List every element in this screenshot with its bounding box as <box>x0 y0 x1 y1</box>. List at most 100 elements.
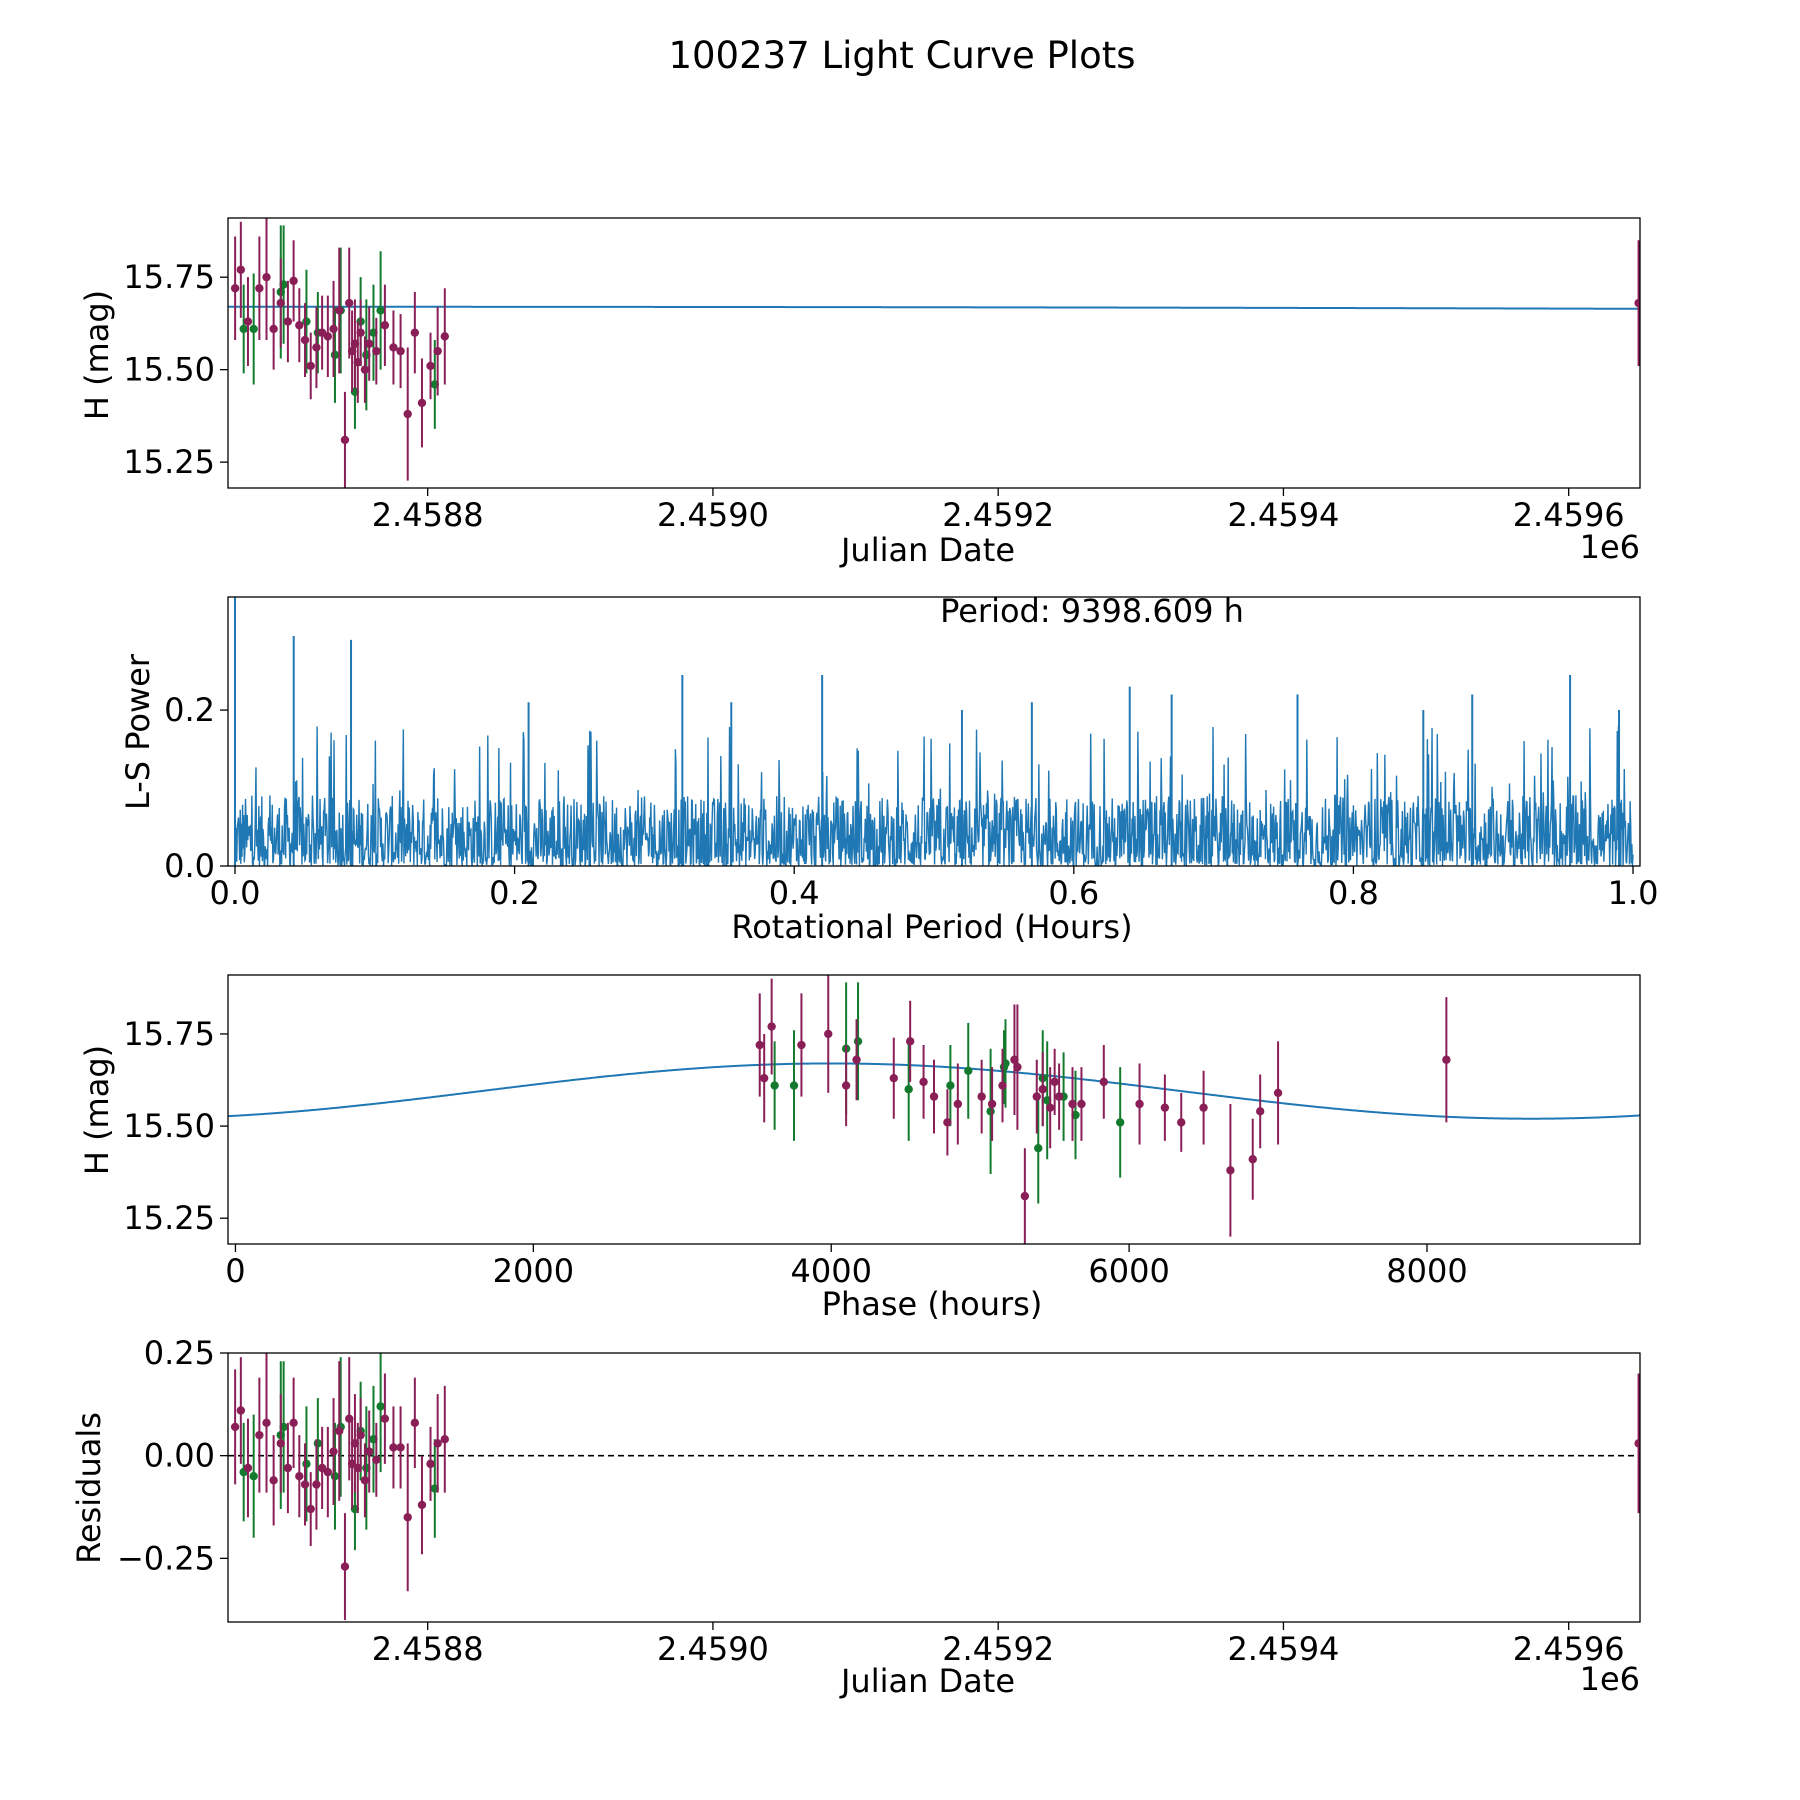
phase-band-a-point <box>1442 1055 1451 1064</box>
phase-band-a-point <box>1013 1062 1022 1072</box>
light-curve-band-a-point <box>243 317 253 326</box>
residuals-y-tick-label: 0.25 <box>144 1334 215 1372</box>
residuals-y-label: Residuals <box>70 1412 108 1564</box>
light-curve-band-a-point <box>312 343 321 352</box>
residuals-band-a-point <box>295 1472 304 1481</box>
light-curve-y-label: H (mag) <box>78 290 116 420</box>
residuals-band-a-point <box>426 1459 435 1469</box>
phase-x-tick-label: 8000 <box>1386 1252 1467 1290</box>
phase-band-a-point <box>943 1118 952 1127</box>
periodogram-frame <box>227 596 1641 867</box>
light-curve-band-a-point <box>340 435 350 445</box>
phase-band-a-point <box>1077 1099 1086 1109</box>
phase-band-b-point <box>789 1081 799 1090</box>
phase-x-tick-label: 6000 <box>1088 1252 1169 1290</box>
phase-y-tick-label: 15.25 <box>123 1199 215 1237</box>
phase-x-tick-label: 4000 <box>791 1252 872 1290</box>
residuals-x-tick-label: 2.4594 <box>1227 1630 1339 1668</box>
phase-band-a-point <box>1068 1099 1077 1109</box>
residuals-band-a-point <box>1634 1439 1640 1448</box>
light-curve-x-tick-label: 2.4592 <box>942 496 1054 534</box>
residuals-band-a-point <box>380 1414 390 1423</box>
phase-band-a-point <box>1032 1092 1041 1101</box>
residuals-band-a-point <box>323 1467 333 1477</box>
residuals-band-a-point <box>396 1443 405 1452</box>
residuals-band-a-point <box>433 1439 442 1448</box>
periodogram-power-line <box>234 725 1634 866</box>
residuals-band-a-point <box>243 1463 253 1473</box>
residuals-band-a-point <box>417 1500 427 1510</box>
light-curve-y-tick-label: 15.25 <box>123 443 215 481</box>
phase-band-a-point <box>1099 1077 1108 1087</box>
light-curve-x-tick-label: 2.4594 <box>1227 496 1339 534</box>
phase-y-tick-label: 15.75 <box>123 1015 215 1053</box>
light-curve-band-a-point <box>262 272 271 282</box>
residuals-band-b-point <box>302 1459 311 1469</box>
phase-band-a-point <box>1177 1118 1186 1127</box>
phase-band-b-point <box>946 1081 955 1090</box>
phase-band-a-point <box>987 1099 997 1109</box>
light-curve-band-a-point <box>360 365 370 374</box>
residuals-band-a-point <box>306 1504 315 1514</box>
residuals-band-b-point <box>376 1402 385 1411</box>
residuals-band-a-point <box>255 1430 264 1440</box>
light-curve-band-a-point <box>289 276 298 286</box>
residuals-band-a-point <box>440 1435 449 1444</box>
residuals-band-a-point <box>230 1422 240 1432</box>
phase-band-a-point <box>905 1037 915 1046</box>
residuals-plot-area <box>228 1353 1640 1620</box>
residuals-band-a-point <box>356 1430 365 1440</box>
light-curve-band-a-point <box>335 306 344 315</box>
light-curve-band-a-point <box>230 284 240 293</box>
period-annotation: Period: 9398.609 h <box>940 592 1244 630</box>
light-curve-band-b-point <box>330 350 340 360</box>
light-curve-band-a-point <box>372 346 381 356</box>
periodogram-x-tick-label: 0.8 <box>1328 874 1379 912</box>
light-curve-band-a-point <box>323 332 333 341</box>
light-curve-band-a-point <box>269 324 278 334</box>
residuals-band-a-point <box>335 1426 344 1436</box>
periodogram-x-tick-label: 1.0 <box>1608 874 1659 912</box>
phase-y-label: H (mag) <box>78 1045 116 1175</box>
phase-band-a-point <box>953 1099 963 1109</box>
phase-band-a-point <box>824 1029 833 1039</box>
phase-band-a-point <box>797 1040 806 1050</box>
phase-x-tick-label: 0 <box>225 1252 245 1290</box>
light-curve-band-a-point <box>389 343 398 352</box>
residuals-band-a-point <box>329 1447 338 1456</box>
phase-band-b-point <box>770 1081 779 1090</box>
phase-band-a-point <box>1160 1103 1170 1112</box>
phase-band-a-point <box>755 1040 764 1050</box>
residuals-band-a-point <box>312 1480 321 1489</box>
residuals-band-a-point <box>283 1463 293 1473</box>
light-curve-band-a-point <box>403 409 412 419</box>
phase-band-a-point <box>1054 1092 1064 1101</box>
periodogram-panel: Period: 9398.609 h Rotational Period (Ho… <box>119 592 1658 946</box>
residuals-x-tick-label: 2.4592 <box>942 1630 1054 1668</box>
periodogram-y-tick-label: 0.0 <box>164 847 215 885</box>
light-curve-band-a-point <box>426 361 435 371</box>
light-curve-plot-area <box>228 218 1640 488</box>
light-curve-band-a-point <box>345 298 354 308</box>
light-curve-band-b-point <box>249 324 258 334</box>
light-curve-x-tick-label: 2.4588 <box>372 496 484 534</box>
residuals-band-b-point <box>313 1439 323 1448</box>
residuals-x-offset: 1e6 <box>1580 1660 1640 1698</box>
light-curve-band-a-point <box>410 328 420 337</box>
phase-band-a-point <box>889 1073 898 1083</box>
phase-band-a-point <box>1255 1107 1265 1116</box>
phase-band-a-point <box>929 1092 939 1101</box>
phase-band-b-point <box>986 1107 995 1116</box>
residuals-band-a-point <box>410 1418 420 1428</box>
residuals-band-a-point <box>300 1480 310 1489</box>
light-curve-band-a-point <box>380 321 390 330</box>
phase-band-a-point <box>1038 1085 1047 1094</box>
phase-band-a-point <box>977 1092 986 1101</box>
light-curve-band-a-point <box>276 298 285 308</box>
residuals-band-a-point <box>289 1418 298 1428</box>
periodogram-x-tick-label: 0.0 <box>210 874 261 912</box>
residuals-band-a-point <box>389 1443 398 1452</box>
phase-band-a-point <box>1050 1077 1059 1087</box>
residuals-x-label: Julian Date <box>839 1662 1015 1700</box>
